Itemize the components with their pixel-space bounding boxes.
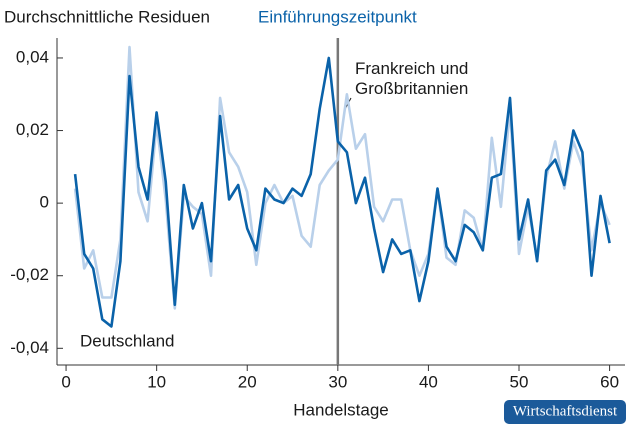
y-tick-label: -0,02 <box>10 265 49 284</box>
series-label: Frankreich und Großbritannien <box>355 59 468 98</box>
y-tick-label: 0,02 <box>16 120 49 139</box>
x-tick-label: 40 <box>419 372 438 391</box>
x-tick-label: 50 <box>510 372 529 391</box>
y-tick-label: 0,04 <box>16 47 49 66</box>
y-tick-label: 0 <box>40 193 49 212</box>
series-line <box>73 45 611 310</box>
series-line <box>73 56 611 328</box>
x-tick-label: 60 <box>600 372 619 391</box>
x-axis-label: Handelstage <box>293 400 388 419</box>
chart-title: Durchschnittliche Residuen <box>4 7 210 26</box>
series-label: Deutschland <box>80 331 175 350</box>
x-tick-label: 20 <box>238 372 257 391</box>
chart-subtitle: Einführungszeitpunkt <box>258 7 417 26</box>
source-text: Wirtschaftsdienst <box>513 403 618 419</box>
x-tick-label: 10 <box>147 372 166 391</box>
x-tick-label: 0 <box>61 372 70 391</box>
x-tick-label: 30 <box>328 372 347 391</box>
y-tick-label: -0,04 <box>10 338 49 357</box>
source-badge <box>504 400 626 424</box>
